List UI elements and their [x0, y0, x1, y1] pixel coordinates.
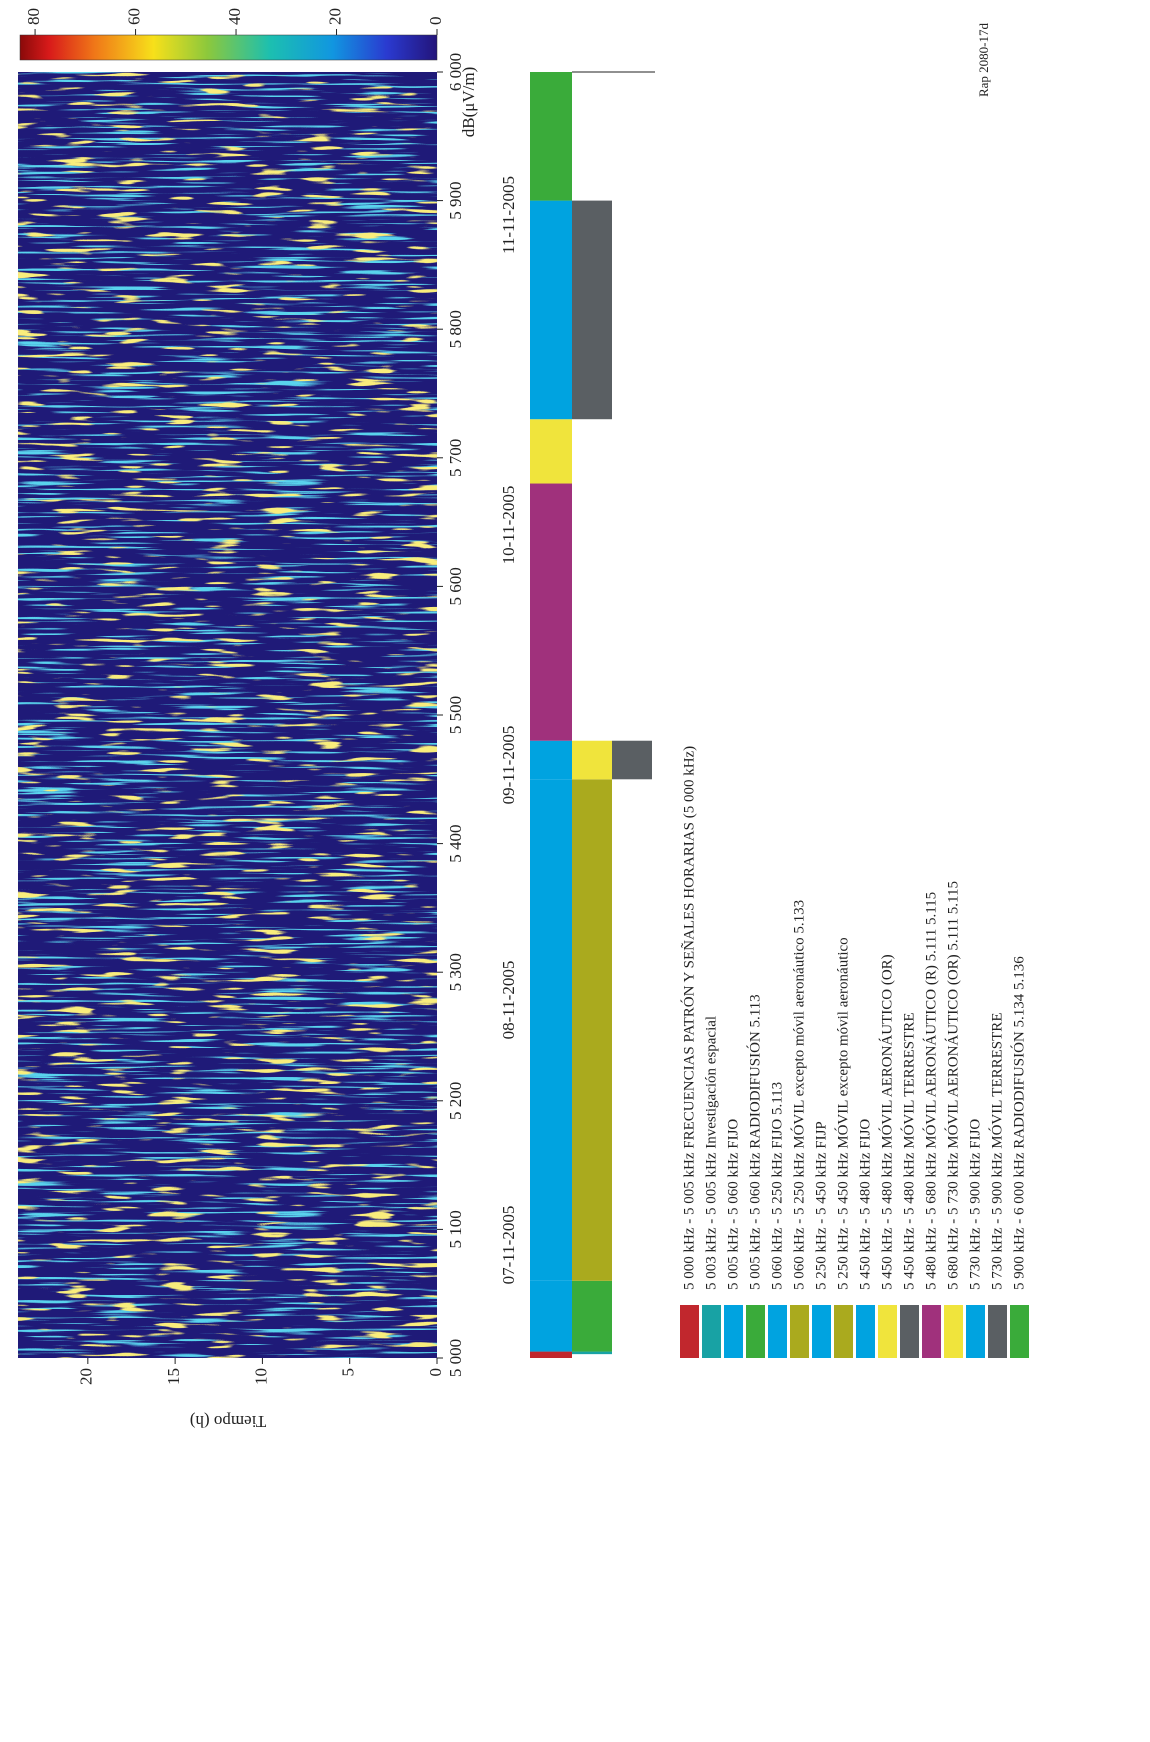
legend-swatch [878, 1305, 897, 1358]
y-tick-label: 15 [164, 1368, 183, 1385]
legend-label: 5 730 kHz - 5 900 kHz MÓVIL TERRESTRE [988, 1013, 1005, 1290]
allocation-bar [530, 419, 572, 484]
allocation-bar [530, 1036, 572, 1281]
allocation-bar [612, 740, 652, 780]
date-label: 11-11-2005 [499, 176, 518, 254]
allocation-bar [530, 200, 572, 420]
legend-label: 5 730 kHz - 5 900 kHz FIJO [967, 1119, 983, 1290]
colorbar-tick-label: 80 [24, 8, 43, 25]
date-label: 10-11-2005 [499, 486, 518, 565]
allocation-bar [530, 779, 572, 1037]
x-tick-label: 5 600 [446, 567, 465, 605]
allocation-bar [530, 740, 572, 780]
date-label: 07-11-2005 [499, 1206, 518, 1285]
legend-swatch [900, 1305, 919, 1358]
legend-swatch [944, 1305, 963, 1358]
legend-label: 5 680 kHz - 5 730 kHz MÓVIL AERONÁUTICO … [944, 881, 961, 1290]
figure-ref: Rap 2080-17d [976, 22, 991, 97]
x-tick-label: 5 000 [446, 1339, 465, 1377]
allocation-bar [530, 1280, 572, 1352]
legend-swatch [988, 1305, 1007, 1358]
y-tick-label: 5 [339, 1368, 358, 1377]
legend-label: 5 000 kHz - 5 005 kHz FRECUENCIAS PATRÓN… [680, 746, 697, 1290]
legend-swatch [746, 1305, 765, 1358]
y-tick-label: 0 [426, 1368, 445, 1377]
legend-swatch [812, 1305, 831, 1358]
date-label: 08-11-2005 [499, 961, 518, 1040]
y-tick-label: 10 [251, 1368, 270, 1385]
colorbar-tick-label: 20 [325, 8, 344, 25]
legend-swatch [680, 1305, 699, 1358]
x-tick-label: 5 400 [446, 824, 465, 862]
legend-label: 5 450 kHz - 5 480 kHz MÓVIL TERRESTRE [900, 1013, 917, 1290]
spectrogram-texture [18, 72, 437, 1358]
x-tick-label: 5 900 [446, 181, 465, 219]
allocation-bar [572, 740, 612, 780]
legend-label: 5 480 kHz - 5 680 kHz MÓVIL AERONÁUTICO … [922, 892, 939, 1290]
legend-label: 5 450 kHz - 5 480 kHz FIJO [857, 1119, 873, 1290]
y-tick-label: 20 [77, 1368, 96, 1385]
allocation-bar [572, 1351, 612, 1355]
legend-label: 5 450 kHz - 5 480 kHz MÓVIL AERONÁUTICO … [878, 954, 895, 1290]
legend-swatch [922, 1305, 941, 1358]
allocation-bar [572, 1036, 612, 1281]
x-tick-label: 5 100 [446, 1210, 465, 1248]
colorbar [19, 34, 438, 61]
y-axis-label: Tiempo (h) [190, 1412, 266, 1431]
legend-label: 5 060 kHz - 5 250 kHz FIJO 5.113 [769, 1082, 785, 1290]
allocation-bar [572, 200, 612, 420]
legend-label: 5 005 kHz - 5 060 kHz RADIODIFUSIÓN 5.11… [746, 994, 763, 1290]
legend-swatch [724, 1305, 743, 1358]
x-tick-label: 6 000 [446, 53, 465, 91]
x-tick-label: 5 700 [446, 439, 465, 477]
x-tick-label: 5 800 [446, 310, 465, 348]
legend-swatch [834, 1305, 853, 1358]
colorbar-label: dB(μV/m) [459, 67, 478, 138]
x-tick-label: 5 300 [446, 953, 465, 991]
allocation-bar [530, 71, 572, 201]
x-tick-label: 5 200 [446, 1082, 465, 1120]
legend-swatch [856, 1305, 875, 1358]
legend-swatch [702, 1305, 721, 1358]
legend-swatch [790, 1305, 809, 1358]
colorbar-tick-label: 60 [124, 8, 143, 25]
legend-label: 5 005 kHz - 5 060 kHz FIJO [725, 1119, 741, 1290]
legend-swatch [1010, 1305, 1029, 1358]
legend-label: 5 060 kHz - 5 250 kHz MÓVIL excepto móvi… [790, 900, 807, 1290]
allocation-bar [530, 483, 572, 741]
legend-label: 5 250 kHz - 5 450 kHz MÓVIL excepto móvi… [834, 937, 851, 1290]
allocation-bar [530, 1351, 572, 1358]
date-label: 09-11-2005 [499, 726, 518, 805]
legend-label: 5 003 kHz - 5 005 kHz Investigación espa… [703, 1016, 719, 1290]
colorbar-tick-label: 0 [426, 17, 445, 26]
legend-label: 5 250 kHz - 5 450 kHz FIJP [813, 1121, 829, 1290]
legend-swatch [768, 1305, 787, 1358]
colorbar-tick-label: 40 [225, 8, 244, 25]
legend-label: 5 900 kHz - 6 000 kHz RADIODIFUSIÓN 5.13… [1010, 956, 1027, 1290]
landscape-frame: dB(μV/m) Tiempo (h) Rap 2080-17d 5 000 5 … [18, 8, 1029, 1431]
allocation-bar [572, 779, 612, 1037]
allocation-bar [572, 1280, 612, 1352]
x-tick-label: 5 500 [446, 696, 465, 734]
legend-swatch [966, 1305, 985, 1358]
